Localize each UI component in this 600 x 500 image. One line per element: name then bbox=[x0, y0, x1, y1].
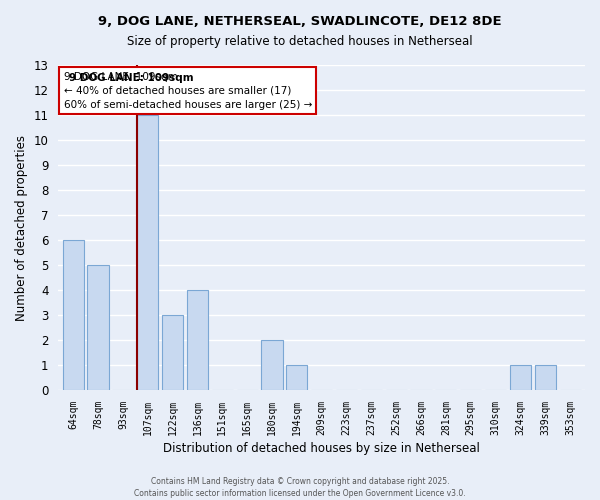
Bar bbox=[88, 265, 109, 390]
Bar bbox=[286, 365, 307, 390]
Text: Contains HM Land Registry data © Crown copyright and database right 2025.
Contai: Contains HM Land Registry data © Crown c… bbox=[134, 476, 466, 498]
X-axis label: Distribution of detached houses by size in Netherseal: Distribution of detached houses by size … bbox=[163, 442, 480, 455]
Bar bbox=[510, 365, 531, 390]
Bar bbox=[62, 240, 84, 390]
Bar bbox=[535, 365, 556, 390]
Bar bbox=[162, 315, 183, 390]
Bar bbox=[137, 115, 158, 390]
Bar bbox=[262, 340, 283, 390]
Text: 9 DOG LANE: 109sqm: 9 DOG LANE: 109sqm bbox=[69, 73, 193, 83]
Y-axis label: Number of detached properties: Number of detached properties bbox=[15, 134, 28, 320]
Bar bbox=[187, 290, 208, 390]
Text: Size of property relative to detached houses in Netherseal: Size of property relative to detached ho… bbox=[127, 35, 473, 48]
Text: 9, DOG LANE, NETHERSEAL, SWADLINCOTE, DE12 8DE: 9, DOG LANE, NETHERSEAL, SWADLINCOTE, DE… bbox=[98, 15, 502, 28]
Text: 9 DOG LANE: 109sqm
← 40% of detached houses are smaller (17)
60% of semi-detache: 9 DOG LANE: 109sqm ← 40% of detached hou… bbox=[64, 72, 312, 110]
